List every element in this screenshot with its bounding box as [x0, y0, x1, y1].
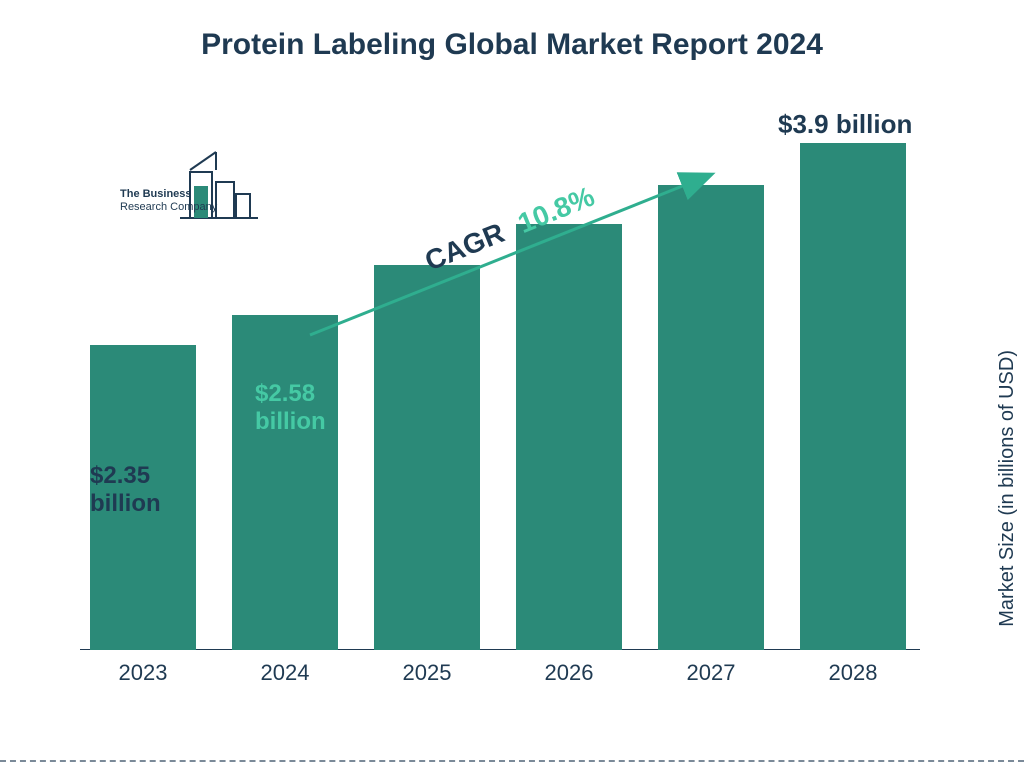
bar-2028: 2028 [800, 143, 906, 650]
cagr-annotation: CAGR 10.8% [300, 165, 730, 345]
x-axis-baseline [80, 649, 920, 650]
x-label-2023: 2023 [90, 660, 196, 686]
y-axis-label: Market Size (in billions of USD) [996, 350, 1019, 627]
value-callout-2: $3.9 billion [778, 110, 912, 140]
value-callout-1: $2.58billion [255, 380, 326, 435]
x-label-2027: 2027 [658, 660, 764, 686]
bar-2024: 2024 [232, 315, 338, 650]
chart-title: Protein Labeling Global Market Report 20… [0, 28, 1024, 62]
x-label-2025: 2025 [374, 660, 480, 686]
footer-divider [0, 760, 1024, 762]
x-label-2026: 2026 [516, 660, 622, 686]
x-label-2024: 2024 [232, 660, 338, 686]
x-label-2028: 2028 [800, 660, 906, 686]
value-callout-0: $2.35billion [90, 462, 161, 517]
cagr-arrow [310, 175, 710, 335]
